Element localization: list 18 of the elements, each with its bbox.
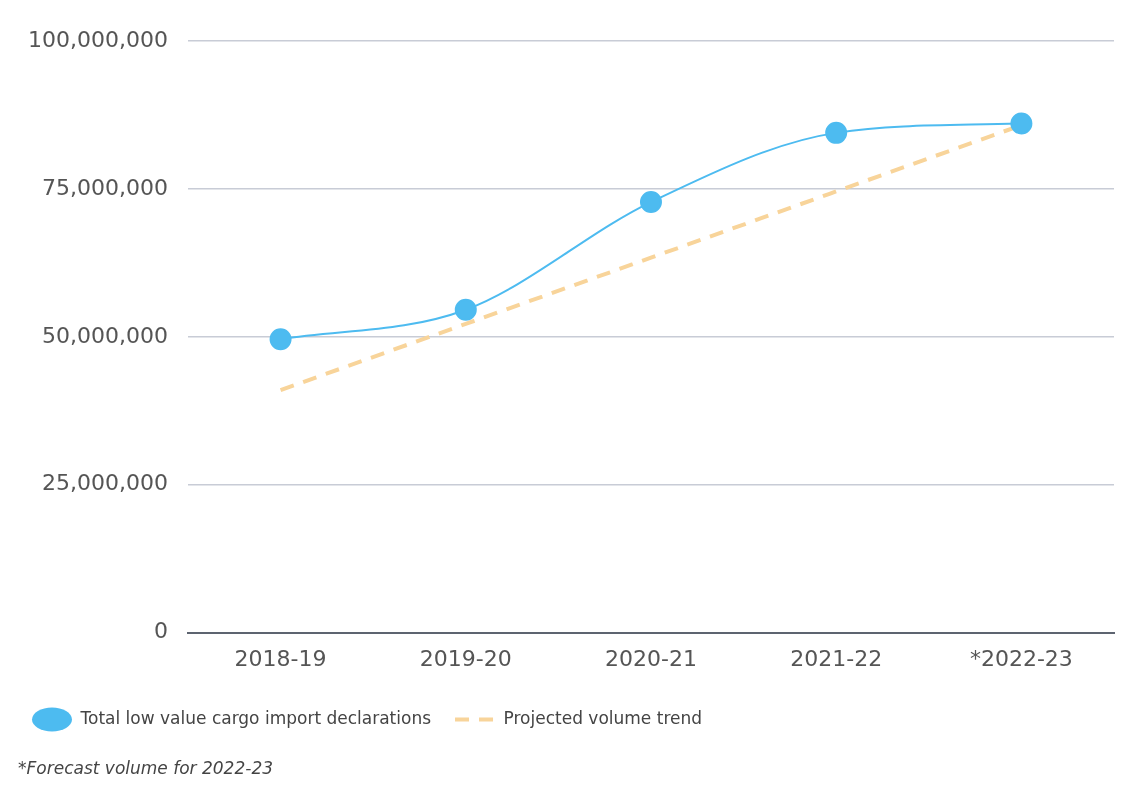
point <box>1010 112 1033 135</box>
legend-label: Projected volume trend <box>503 707 703 728</box>
x-tick-label: 2020-21 <box>605 645 697 671</box>
legend-label: Total low value cargo import declarations <box>79 707 432 728</box>
x-tick-label: 2019-20 <box>419 645 512 671</box>
point <box>269 328 292 351</box>
y-tick-label: 50,000,000 <box>41 322 168 348</box>
y-tick-label: 75,000,000 <box>41 174 168 200</box>
point <box>825 121 848 144</box>
text: *Forecast volume for 2022-23 <box>18 758 274 778</box>
y-tick-label: 25,000,000 <box>41 470 168 496</box>
point <box>454 298 477 321</box>
x-tick-label: *2022-23 <box>969 645 1073 671</box>
x-tick-label: 2021-22 <box>790 645 883 671</box>
y-tick-label: 0 <box>153 618 168 644</box>
y-tick-label: 100,000,000 <box>27 26 168 52</box>
point <box>639 191 662 214</box>
x-tick-label: 2018-19 <box>234 645 327 671</box>
